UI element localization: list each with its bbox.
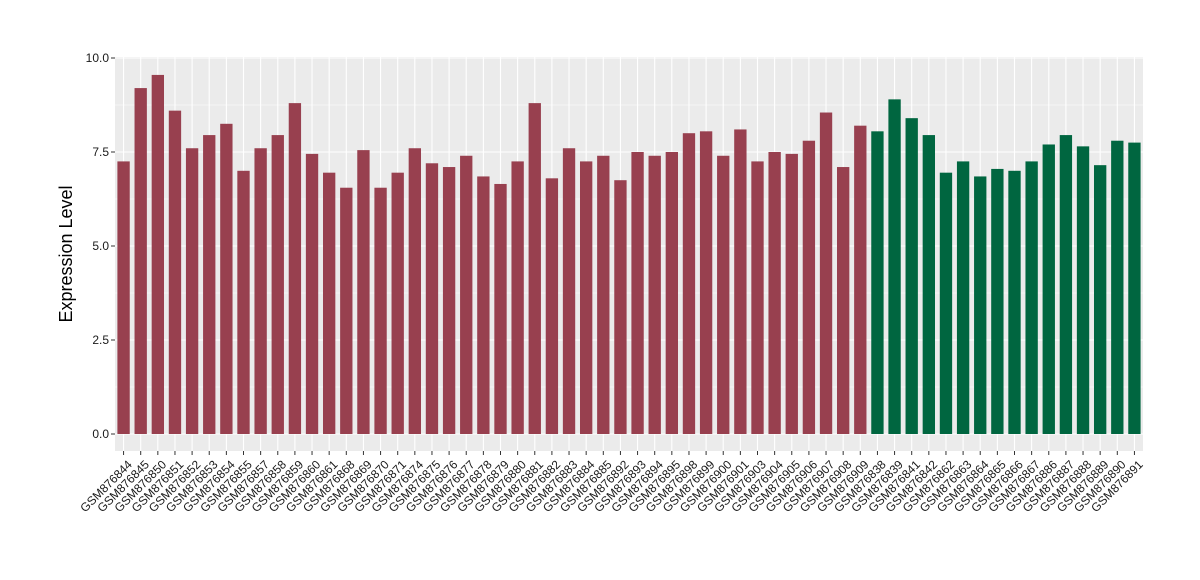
y-tick-label: 7.5 bbox=[92, 145, 109, 159]
bar-GSM876877 bbox=[460, 155, 473, 434]
bar-GSM876854 bbox=[220, 123, 233, 435]
bar-GSM876862 bbox=[939, 172, 953, 434]
bar-GSM876899 bbox=[699, 131, 713, 434]
bar-GSM876859 bbox=[288, 103, 302, 435]
bar-GSM876885 bbox=[597, 155, 610, 434]
bar-GSM876880 bbox=[511, 161, 524, 434]
bar-GSM876888 bbox=[1076, 146, 1090, 435]
bar-GSM876861 bbox=[322, 172, 336, 434]
plot-panel bbox=[115, 57, 1143, 451]
bar-GSM876907 bbox=[819, 112, 833, 435]
bar-GSM876866 bbox=[1008, 170, 1021, 435]
bar-GSM876867 bbox=[1025, 161, 1038, 434]
bar-GSM876889 bbox=[1093, 165, 1107, 434]
y-tick-label: 2.5 bbox=[92, 333, 109, 347]
x-axis: GSM876844GSM876845GSM876850GSM876851GSM8… bbox=[77, 451, 1146, 515]
bar-GSM876884 bbox=[579, 161, 593, 434]
bar-GSM876869 bbox=[357, 150, 370, 434]
bar-GSM876851 bbox=[168, 110, 182, 434]
bar-GSM876909 bbox=[854, 125, 867, 435]
bars bbox=[117, 74, 1141, 435]
bar-GSM876898 bbox=[682, 133, 696, 434]
bar-GSM876893 bbox=[631, 152, 644, 434]
bar-GSM876870 bbox=[374, 187, 387, 434]
bar-GSM876838 bbox=[871, 131, 884, 434]
y-tick-label: 10.0 bbox=[86, 51, 110, 65]
bar-GSM876904 bbox=[768, 152, 781, 434]
bar-GSM876875 bbox=[425, 163, 439, 434]
bar-GSM876891 bbox=[1128, 142, 1141, 434]
bar-GSM876878 bbox=[477, 176, 490, 434]
bar-GSM876858 bbox=[271, 135, 284, 434]
y-axis-title: Expression Level bbox=[56, 185, 76, 322]
bar-GSM876841 bbox=[905, 118, 918, 434]
bar-GSM876853 bbox=[203, 135, 216, 434]
bar-GSM876895 bbox=[665, 152, 679, 434]
bar-GSM876857 bbox=[254, 148, 267, 435]
y-tick-label: 5.0 bbox=[92, 239, 109, 253]
bar-GSM876855 bbox=[237, 170, 250, 435]
bar-GSM876886 bbox=[1042, 144, 1055, 435]
bar-GSM876868 bbox=[340, 187, 353, 434]
bar-GSM876890 bbox=[1111, 140, 1124, 434]
y-axis: 0.0 2.5 5.0 7.5 10.0 bbox=[86, 51, 115, 441]
bar-GSM876903 bbox=[751, 161, 764, 434]
bar-GSM876860 bbox=[305, 153, 319, 434]
bar-GSM876850 bbox=[151, 74, 165, 435]
bar-GSM876863 bbox=[956, 161, 970, 434]
bar-GSM876908 bbox=[836, 167, 850, 435]
bar-GSM876901 bbox=[734, 129, 747, 434]
bar-GSM876894 bbox=[648, 155, 661, 434]
bar-GSM876844 bbox=[117, 161, 130, 434]
bar-GSM876892 bbox=[614, 180, 627, 434]
bar-GSM876852 bbox=[185, 148, 199, 435]
bar-GSM876874 bbox=[408, 148, 422, 435]
bar-GSM876881 bbox=[528, 103, 541, 435]
bar-GSM876879 bbox=[494, 183, 507, 434]
bar-GSM876845 bbox=[134, 88, 147, 434]
bar-GSM876864 bbox=[974, 176, 987, 434]
bar-GSM876905 bbox=[785, 153, 798, 434]
bar-GSM876906 bbox=[802, 140, 816, 434]
bar-GSM876883 bbox=[562, 148, 576, 435]
bar-GSM876887 bbox=[1059, 135, 1073, 434]
bar-GSM876842 bbox=[922, 135, 936, 434]
bar-GSM876876 bbox=[442, 167, 456, 435]
bar-GSM876839 bbox=[888, 99, 901, 435]
y-tick-label: 0.0 bbox=[92, 427, 109, 441]
bar-GSM876865 bbox=[991, 168, 1004, 435]
bar-GSM876900 bbox=[717, 155, 730, 434]
bar-GSM876882 bbox=[545, 178, 559, 434]
bar-GSM876871 bbox=[391, 172, 404, 434]
